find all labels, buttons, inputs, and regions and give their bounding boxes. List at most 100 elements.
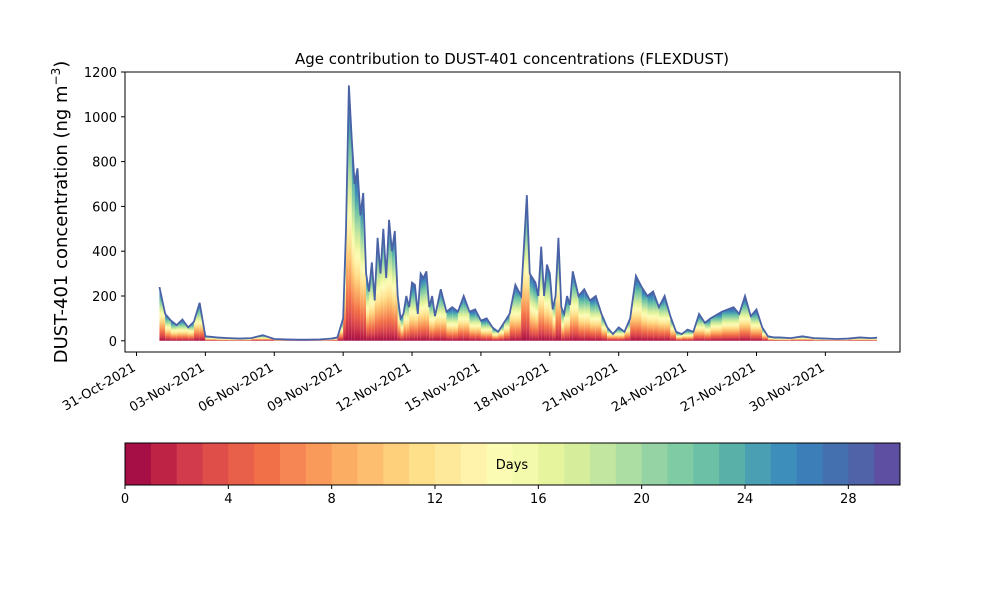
colorbar-tick-label: 20 [633,492,650,507]
colorbar-swatch [590,443,617,485]
x-tick-label: 15-Nov-2021 [403,360,483,415]
age-stack-segment [567,296,570,341]
age-stack-segment [641,287,648,341]
age-stack-segment [722,307,734,341]
age-stack-segment [380,228,384,341]
colorbar-swatch [822,443,849,485]
colorbar-label: Days [496,458,529,473]
colorbar-swatch [228,443,255,485]
age-stack-segment [590,296,596,341]
age-stack-segment [515,284,522,341]
x-tick-label: 24-Nov-2021 [609,360,689,415]
age-stack-segment [412,282,415,341]
age-stack-segment [535,282,539,341]
colorbar-swatch [641,443,668,485]
age-stack-segment [704,318,711,341]
age-stack-segment [435,289,441,341]
colorbar-swatch [615,443,643,485]
colorbar-swatch [486,443,513,485]
age-stack-segment [354,168,358,341]
colorbar-swatch [796,443,823,485]
age-stack-segment [750,309,757,341]
colorbar-swatch [125,443,152,485]
age-stack-segment [564,296,568,341]
plot-frame [124,71,901,353]
x-tick-label: 12-Nov-2021 [334,360,414,415]
x-tick-label: 03-Nov-2021 [127,360,207,415]
age-stack-segment [457,296,464,341]
colorbar-swatch [280,443,307,485]
age-stack-segment [595,296,602,341]
age-stack-segment [440,289,447,341]
age-stack-segment [400,313,404,341]
age-stack-segment [409,282,413,341]
colorbar-swatch [357,443,384,485]
plot-area [124,71,901,353]
age-stack-segment [492,327,499,341]
age-stack-segment [578,289,585,341]
colorbar-tick-label: 8 [328,492,336,507]
age-stack-segment [532,278,536,341]
colorbar-tick-label: 4 [224,492,232,507]
y-tick-label: 0 [109,335,117,350]
colorbar-swatch [512,443,539,485]
age-stack-segment [733,307,740,341]
colorbar-swatch [202,443,229,485]
x-tick-label: 18-Nov-2021 [472,360,552,415]
colorbar-swatch [383,443,410,485]
y-tick-label: 400 [92,245,117,260]
age-stack-segment [170,320,177,341]
age-stack-segment [475,309,481,341]
age-stack-segment [469,309,476,341]
y-axis: 0 200 400 600 800 1000 1200 [84,66,125,350]
total-concentration-line [158,85,878,341]
colorbar-swatch [331,443,358,485]
y-tick-label: 600 [92,200,117,215]
age-stack-segment [360,192,364,341]
colorbar-tick-label: 16 [530,492,547,507]
age-stack-segment [463,296,470,341]
colorbar-tick-label: 24 [737,492,754,507]
y-tick-label: 200 [92,290,117,305]
colorbar-swatch [460,443,488,485]
age-stack-segment [383,228,387,341]
age-stack-segment [601,313,608,341]
age-stack-segment [572,271,579,341]
age-stack-segment [710,311,723,341]
colorbar-swatch [254,443,281,485]
age-stack-segment [509,284,516,341]
colorbar-swatch [305,443,333,485]
age-stack-segment [351,139,355,341]
y-tick-label: 1200 [84,66,117,81]
age-stack-segment [486,318,493,341]
colorbar-tick-label: 28 [840,492,857,507]
age-stack-segment [546,264,550,341]
age-stack-segment [756,309,763,341]
age-stack-segment [687,329,694,341]
colorbar-swatch [848,443,875,485]
y-tick-label: 800 [92,156,117,171]
age-stack-segment [544,264,547,341]
x-tick-label: 31-Oct-2021 [60,360,138,414]
colorbar-tick-label: 12 [427,492,444,507]
age-stack-segment [635,275,642,341]
age-stack-segment [391,231,395,341]
age-stack-segment [165,313,171,341]
age-stack-segment [503,313,510,341]
colorbar-swatch [874,443,901,485]
age-stack-segment [618,327,625,341]
colorbar-swatch [435,443,462,485]
age-stack-segment [739,296,745,341]
age-stack-segment [498,322,504,341]
age-stack-segment [607,327,613,341]
age-stack-segment [480,318,487,341]
age-stack-segment [420,273,424,341]
chart-title: Age contribution to DUST-401 concentrati… [295,50,729,68]
age-stack-segment [452,307,458,341]
age-stack-segment [681,329,688,341]
x-tick-label: 09-Nov-2021 [265,360,345,415]
x-tick-label: 30-Nov-2021 [747,360,827,415]
colorbar-swatch [667,443,694,485]
